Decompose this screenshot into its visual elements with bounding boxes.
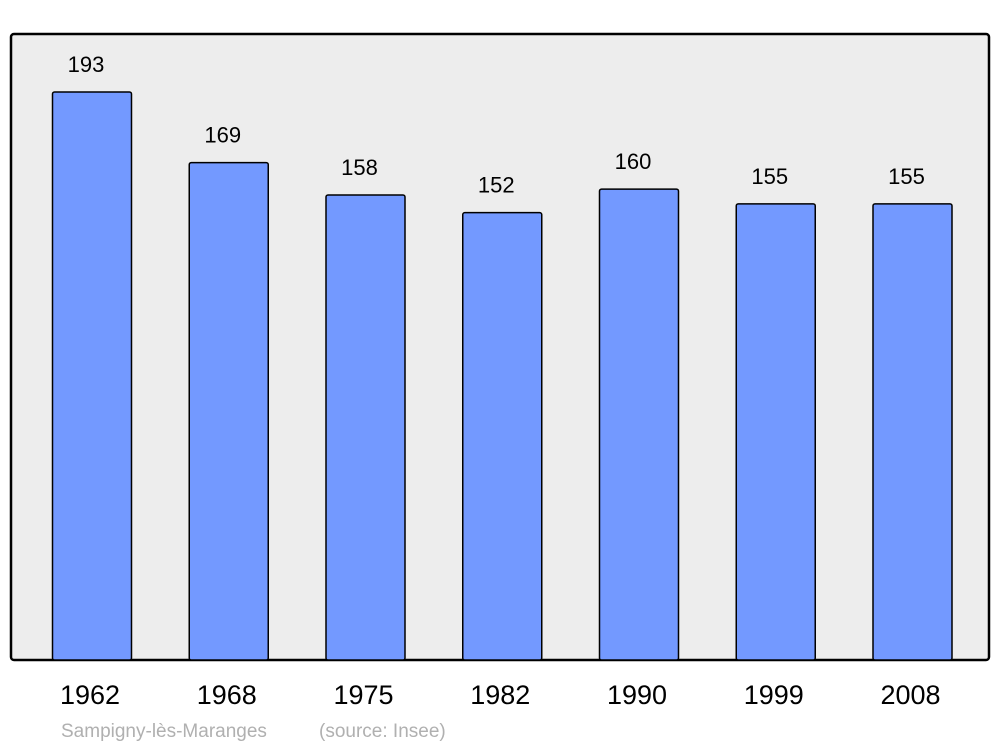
- bar-1962: [51, 91, 133, 661]
- bar-1968: [188, 161, 269, 661]
- x-tick-2008: 2008: [880, 680, 940, 710]
- x-tick-1968: 1968: [197, 680, 257, 710]
- x-tick-1982: 1982: [470, 680, 530, 710]
- bar-2008: [872, 203, 953, 661]
- data-label-1962: 193: [68, 52, 105, 77]
- bar-1975: [325, 194, 406, 661]
- bar-1982: [462, 211, 543, 661]
- x-tick-1962: 1962: [60, 680, 120, 710]
- data-label-1975: 158: [341, 155, 378, 180]
- data-label-2008: 155: [888, 164, 925, 189]
- x-tick-1990: 1990: [607, 680, 667, 710]
- bar-1999: [735, 203, 816, 661]
- data-label-1999: 155: [751, 164, 788, 189]
- x-tick-1999: 1999: [744, 680, 804, 710]
- footer-source: (source: Insee): [319, 721, 446, 742]
- bar-1990: [598, 188, 680, 661]
- data-label-1982: 152: [478, 173, 515, 198]
- data-label-1968: 169: [204, 123, 241, 148]
- x-tick-1975: 1975: [333, 680, 393, 710]
- footer-place: Sampigny-lès-Maranges: [61, 721, 267, 742]
- data-label-1990: 160: [615, 149, 652, 174]
